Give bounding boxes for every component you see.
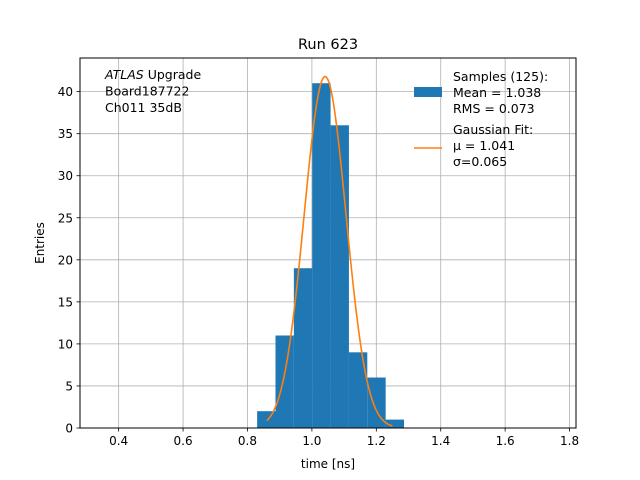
y-tick-label: 40: [58, 85, 73, 99]
x-tick-label: 0.4: [109, 434, 128, 448]
y-tick-label: 5: [65, 379, 73, 393]
legend-text: Mean = 1.038: [453, 85, 541, 100]
histogram-bar: [348, 352, 368, 428]
x-tick-label: 0.6: [174, 434, 193, 448]
legend-text: μ = 1.041: [453, 138, 515, 153]
x-tick-label: 1.4: [431, 434, 450, 448]
atlas-annotation: ATLAS Upgrade Board187722 Ch011 35dB: [104, 67, 201, 115]
legend-text: RMS = 0.073: [453, 101, 535, 116]
annotation-line: Ch011 35dB: [105, 100, 182, 115]
gaussian-fit-curve: [266, 75, 393, 427]
chart-title: Run 623: [298, 37, 358, 53]
histogram-bar: [367, 377, 386, 428]
x-tick-label: 1.8: [560, 434, 579, 448]
gaussian-fit: [266, 75, 393, 427]
histogram-bar: [293, 268, 313, 428]
y-tick-label: 30: [58, 169, 73, 183]
y-tick-label: 35: [58, 127, 73, 141]
y-tick-label: 0: [65, 422, 73, 436]
y-tick-label: 25: [58, 211, 73, 225]
x-axis-label: time [ns]: [301, 457, 355, 471]
histogram-bar: [385, 419, 405, 428]
legend-text: Samples (125):: [453, 69, 548, 84]
histogram-bar: [330, 125, 349, 428]
x-tick-label: 1.0: [302, 434, 321, 448]
y-tick-label: 20: [58, 253, 73, 267]
x-tick-label: 0.8: [238, 434, 257, 448]
annotation-line: ATLAS Upgrade: [104, 67, 201, 82]
y-tick-label: 15: [58, 295, 73, 309]
x-tick-label: 1.2: [367, 434, 386, 448]
legend-patch: [414, 87, 442, 97]
y-axis-label: Entries: [33, 222, 47, 264]
histogram-bars: [257, 83, 405, 429]
annotation-line: Board187722: [105, 84, 189, 99]
legend-text: σ=0.065: [453, 154, 507, 169]
histogram-bar: [312, 83, 331, 429]
y-axis-ticks: 0 5 10 15 20 25 30 35 40: [58, 85, 80, 436]
x-axis-ticks: 0.4 0.6 0.8 1.0 1.2 1.4 1.6 1.8: [109, 428, 579, 448]
histogram-bar: [275, 335, 294, 428]
plot-frame: [79, 57, 577, 429]
x-tick-label: 1.6: [496, 434, 515, 448]
legend: Samples (125): Mean = 1.038 RMS = 0.073 G…: [414, 69, 548, 169]
legend-text: Gaussian Fit:: [453, 122, 533, 137]
y-tick-label: 10: [58, 337, 73, 351]
